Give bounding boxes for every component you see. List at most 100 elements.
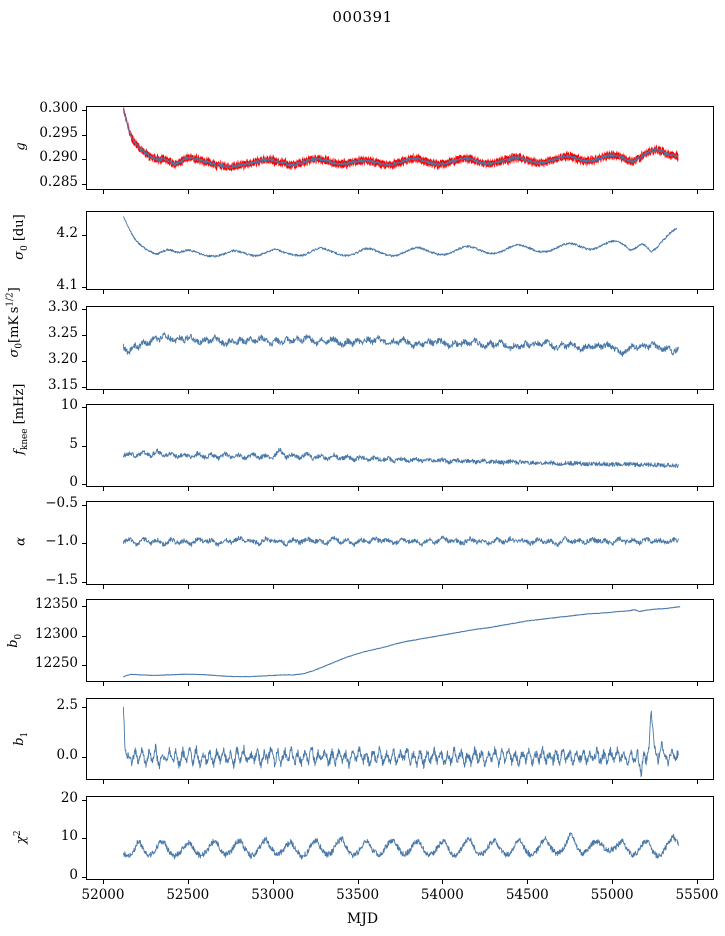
y-tick-mark-sigma0_du <box>82 287 86 289</box>
x-axis-label: MJD <box>346 911 379 927</box>
x-tick-mark <box>357 880 359 884</box>
y-tick-mark-b1 <box>82 707 86 709</box>
panel-frame-f_knee <box>86 404 714 487</box>
x-tick-mark <box>187 290 189 294</box>
data-line-alpha <box>122 535 679 548</box>
y-tick-mark-chi2 <box>82 799 86 801</box>
x-tick-mark <box>187 487 189 491</box>
x-tick-mark <box>103 190 105 194</box>
y-tick-label-sigma0_du: 4.1 <box>56 277 78 294</box>
x-tick-mark <box>272 290 274 294</box>
x-tick-mark <box>272 780 274 784</box>
x-tick-mark <box>527 585 529 589</box>
x-tick-mark <box>612 390 614 394</box>
plot-area-f_knee <box>122 447 679 468</box>
x-tick-mark <box>187 780 189 784</box>
panel-b0 <box>86 599 714 682</box>
y-tick-label-sigma0_mK: 3.20 <box>47 351 78 368</box>
x-tick-mark <box>527 290 529 294</box>
y-tick-mark-f_knee <box>82 445 86 447</box>
x-tick-label: 53000 <box>251 887 295 903</box>
x-tick-mark <box>612 487 614 491</box>
data-line-b0 <box>123 606 681 678</box>
x-tick-mark <box>357 290 359 294</box>
x-tick-mark <box>272 880 274 884</box>
x-tick-mark <box>103 682 105 686</box>
y-tick-label-alpha: −1.0 <box>45 533 78 549</box>
x-tick-mark <box>187 585 189 589</box>
y-tick-mark-alpha <box>82 581 86 583</box>
x-tick-mark <box>442 585 444 589</box>
y-axis-label-b0: b0 <box>6 633 24 648</box>
x-tick-mark <box>697 780 699 784</box>
x-tick-mark <box>103 880 105 884</box>
x-tick-mark <box>527 487 529 491</box>
y-tick-label-f_knee: 10 <box>60 397 78 414</box>
x-tick-mark <box>187 390 189 394</box>
x-tick-mark <box>103 390 105 394</box>
y-axis-label-alpha: α <box>13 537 29 546</box>
y-tick-label-b0: 12250 <box>35 655 78 672</box>
x-tick-mark <box>527 780 529 784</box>
y-tick-mark-sigma0_mK <box>82 308 86 310</box>
plot-area-sigma0_mK <box>122 332 679 357</box>
x-tick-mark <box>527 390 529 394</box>
data-line-sigma0_mK <box>122 332 679 357</box>
y-tick-mark-g <box>82 110 86 112</box>
panel-sigma0_du <box>86 211 714 290</box>
x-tick-mark <box>442 487 444 491</box>
panel-f_knee <box>86 404 714 487</box>
x-tick-mark <box>187 880 189 884</box>
y-tick-mark-f_knee <box>82 407 86 409</box>
x-tick-mark <box>103 585 105 589</box>
plot-area-sigma0_du <box>122 216 678 258</box>
y-tick-label-alpha: −0.5 <box>45 494 78 511</box>
data-line-f_knee <box>122 447 679 468</box>
y-tick-mark-chi2 <box>82 876 86 878</box>
plot-area-alpha <box>122 535 679 548</box>
y-tick-mark-alpha <box>82 504 86 506</box>
x-tick-mark <box>272 585 274 589</box>
x-tick-mark <box>442 190 444 194</box>
x-tick-mark <box>187 190 189 194</box>
x-tick-mark <box>357 390 359 394</box>
data-line-b1 <box>122 706 679 778</box>
plot-area-b1 <box>122 706 679 778</box>
figure-title: 000391 <box>332 8 393 26</box>
x-tick-mark <box>103 780 105 784</box>
panel-frame-b1 <box>86 698 714 780</box>
x-tick-mark <box>697 290 699 294</box>
y-tick-mark-alpha <box>82 543 86 545</box>
panel-frame-g <box>86 106 714 190</box>
y-tick-mark-g <box>82 184 86 186</box>
y-tick-mark-b0 <box>82 665 86 667</box>
plot-area-g <box>122 106 679 172</box>
error-band-g <box>123 106 679 172</box>
y-tick-label-alpha: −1.5 <box>45 571 78 588</box>
y-tick-label-g: 0.300 <box>39 100 78 116</box>
x-tick-label: 54500 <box>505 887 549 903</box>
y-axis-label-sigma0_mK: σ0[mK s1/2] <box>5 287 25 358</box>
x-tick-mark <box>357 780 359 784</box>
x-tick-mark <box>527 190 529 194</box>
x-tick-mark <box>103 487 105 491</box>
y-axis-label-sigma0_du: σ0 [du] <box>12 213 30 260</box>
y-tick-label-f_knee: 5 <box>69 435 78 452</box>
y-tick-label-sigma0_du: 4.2 <box>56 224 78 241</box>
x-tick-mark <box>357 682 359 686</box>
y-tick-mark-sigma0_mK <box>82 387 86 389</box>
y-tick-label-b0: 12350 <box>35 596 78 613</box>
y-tick-label-g: 0.285 <box>39 174 78 191</box>
x-tick-mark <box>527 880 529 884</box>
y-axis-label-b1: b1 <box>12 731 30 746</box>
y-tick-label-b1: 2.5 <box>56 697 78 713</box>
panel-g <box>86 106 714 190</box>
y-tick-mark-sigma0_du <box>82 234 86 236</box>
x-tick-mark <box>442 390 444 394</box>
y-tick-label-chi2: 10 <box>60 828 78 844</box>
x-tick-mark <box>612 780 614 784</box>
x-tick-mark <box>357 585 359 589</box>
y-tick-mark-b0 <box>82 606 86 608</box>
y-tick-mark-b1 <box>82 757 86 759</box>
